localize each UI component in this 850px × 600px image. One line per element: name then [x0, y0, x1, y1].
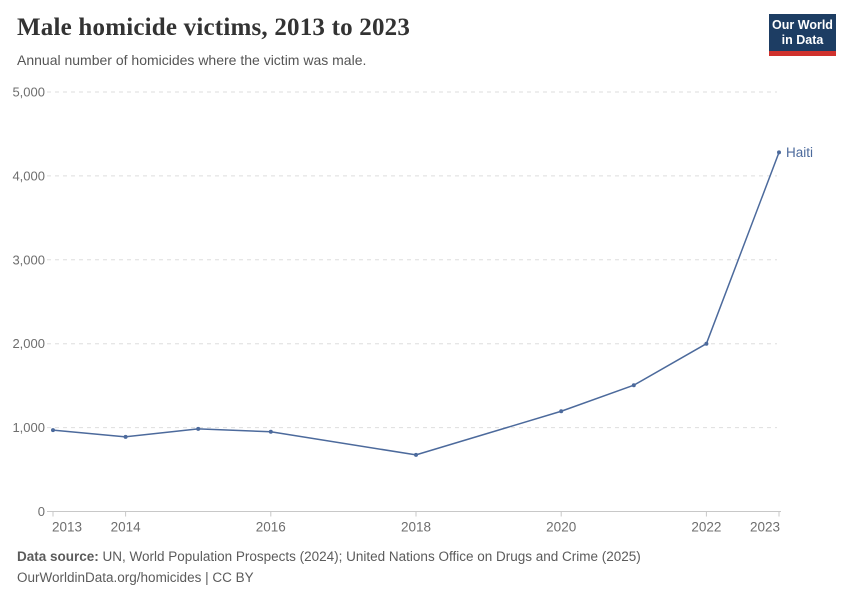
- owid-logo-box: Our World in Data: [769, 14, 836, 56]
- owid-logo-line2: in Data: [781, 33, 824, 47]
- x-tick-label: 2023: [750, 520, 780, 535]
- x-tick-label: 2013: [52, 520, 82, 535]
- owid-url-link[interactable]: OurWorldinData.org/homicides: [17, 570, 202, 585]
- data-point[interactable]: [51, 428, 55, 433]
- chart-subtitle: Annual number of homicides where the vic…: [17, 52, 367, 68]
- page-title: Male homicide victims, 2013 to 2023: [17, 14, 411, 41]
- x-tick-label: 2018: [401, 520, 431, 535]
- data-point[interactable]: [196, 426, 201, 431]
- data-point[interactable]: [559, 409, 564, 414]
- x-tick-label: 2022: [691, 520, 721, 535]
- license-line: OurWorldinData.org/homicides | CC BY: [17, 567, 641, 588]
- data-source-line: Data source: UN, World Population Prospe…: [17, 546, 641, 567]
- owid-logo-line1: Our World: [772, 18, 833, 32]
- y-tick-label: 1,000: [12, 420, 45, 435]
- y-tick-label: 4,000: [12, 168, 45, 183]
- data-source-text: UN, World Population Prospects (2024); U…: [98, 549, 641, 564]
- y-tick-label: 2,000: [12, 336, 45, 351]
- owid-logo[interactable]: Our World in Data: [769, 14, 836, 56]
- data-source-label: Data source:: [17, 549, 99, 564]
- data-point[interactable]: [704, 341, 709, 346]
- data-point[interactable]: [777, 150, 781, 155]
- chart-footer: Data source: UN, World Population Prospe…: [17, 546, 641, 588]
- y-tick-label: 3,000: [12, 252, 45, 267]
- data-point[interactable]: [414, 452, 418, 457]
- x-tick-label: 2014: [111, 520, 142, 535]
- series-end-label[interactable]: Haiti: [786, 145, 813, 160]
- y-tick-label: 0: [38, 504, 45, 519]
- x-tick-label: 2016: [256, 520, 286, 535]
- data-point[interactable]: [631, 383, 636, 388]
- license-text: | CC BY: [201, 570, 254, 585]
- data-point[interactable]: [268, 429, 273, 434]
- data-point[interactable]: [123, 434, 128, 439]
- series-line-haiti[interactable]: [52, 152, 780, 456]
- x-tick-label: 2020: [546, 520, 576, 535]
- y-tick-label: 5,000: [12, 85, 45, 100]
